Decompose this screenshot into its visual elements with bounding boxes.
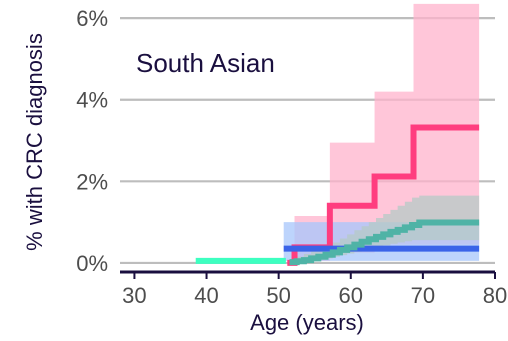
series-0-line xyxy=(287,124,480,266)
series-2-line xyxy=(289,219,480,266)
group-annotation: South Asian xyxy=(136,48,275,78)
x-tick-labels: 30 40 50 60 70 80 xyxy=(122,283,507,308)
x-axis-title: Age (years) xyxy=(250,310,364,335)
y-tick-label-0: 0% xyxy=(76,251,108,276)
y-tick-label-1: 2% xyxy=(76,169,108,194)
y-tick-label-3: 6% xyxy=(76,6,108,31)
x-tick-label-3: 60 xyxy=(339,283,363,308)
series-lines xyxy=(195,124,480,266)
x-tick-label-1: 40 xyxy=(194,283,218,308)
y-tick-label-2: 4% xyxy=(76,88,108,113)
y-tick-labels: 0% 2% 4% 6% xyxy=(76,6,108,276)
x-tick-label-0: 30 xyxy=(122,283,146,308)
x-axis xyxy=(120,270,496,279)
y-axis-title: % with CRC diagnosis xyxy=(22,33,47,251)
x-tick-label-2: 50 xyxy=(266,283,290,308)
x-tick-label-4: 70 xyxy=(411,283,435,308)
x-tick-label-5: 80 xyxy=(483,283,507,308)
